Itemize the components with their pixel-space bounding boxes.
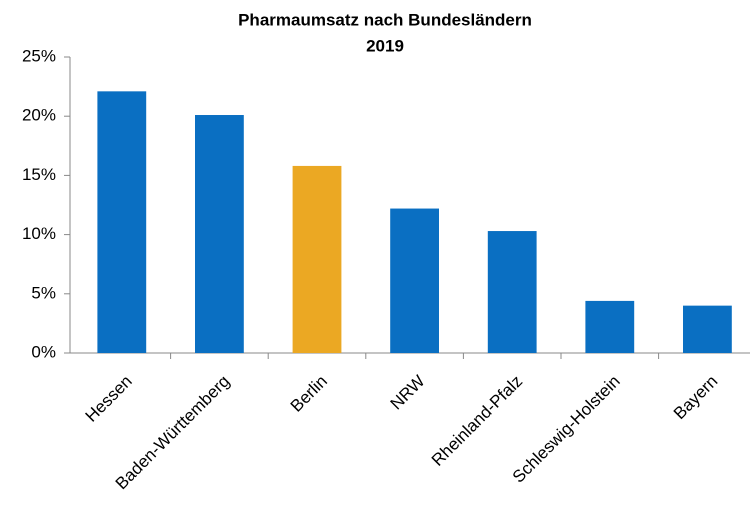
- bar: [195, 115, 244, 354]
- x-tick-label: Schleswig-Holstein: [509, 372, 624, 487]
- bar: [292, 165, 342, 353]
- bar: [97, 91, 147, 353]
- bar: [390, 208, 439, 353]
- x-tick-label: Hessen: [82, 372, 136, 426]
- bar: [585, 300, 635, 353]
- chart-subtitle: 2019: [366, 36, 404, 55]
- y-tick-label: 25%: [22, 46, 56, 65]
- x-tick-label: Bayern: [670, 372, 722, 424]
- x-tick-label: NRW: [387, 372, 429, 414]
- y-tick-label: 0%: [31, 342, 56, 361]
- y-tick-label: 20%: [22, 106, 56, 125]
- chart-title: Pharmaumsatz nach Bundesländern: [238, 10, 532, 29]
- x-tick-label: Berlin: [287, 372, 331, 416]
- y-tick-label: 15%: [22, 165, 56, 184]
- x-tick-label: Rheinland-Pfalz: [428, 372, 526, 470]
- bar: [487, 231, 537, 353]
- bar: [683, 305, 732, 353]
- y-tick-label: 5%: [31, 283, 56, 302]
- y-tick-label: 10%: [22, 224, 56, 243]
